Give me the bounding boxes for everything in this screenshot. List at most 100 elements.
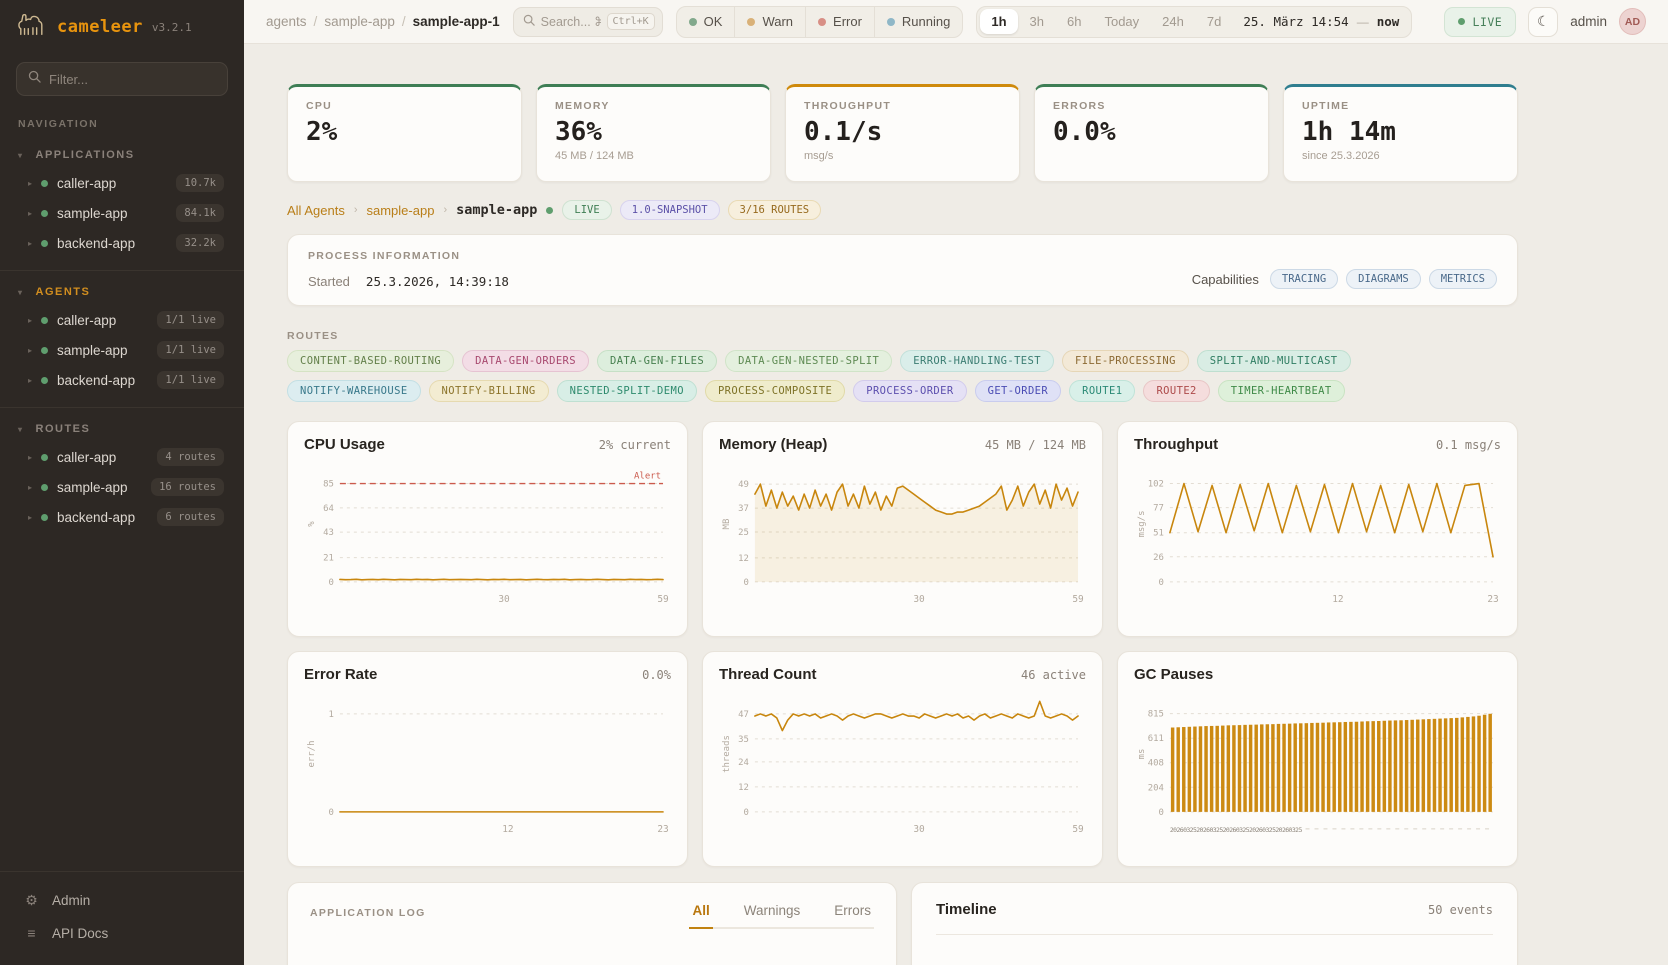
sidebar-filter[interactable] xyxy=(16,62,228,96)
range-button-7d[interactable]: 7d xyxy=(1206,14,1222,29)
sidebar-item-agents-sample-app[interactable]: ▸ sample-app 1/1 live xyxy=(12,335,232,365)
svg-text:59: 59 xyxy=(1072,824,1084,835)
dark-mode-toggle[interactable]: ☾ xyxy=(1528,6,1559,37)
metric-cards-row: CPU 2% MEMORY 36% 45 MB / 124 MB THROUGHPUT 0.… xyxy=(287,84,1518,182)
agent-badge-1-0-snapshot: 1.0-SNAPSHOT xyxy=(619,200,720,220)
sidebar-item-applications-sample-app[interactable]: ▸ sample-app 84.1k xyxy=(12,198,232,228)
chart-plot-cpu-usage: 85 64 43 21 0% Alert 30 59 xyxy=(307,472,669,605)
chevron-right-icon: ▸ xyxy=(28,482,33,492)
agent-badge-3-16-routes: 3/16 ROUTES xyxy=(727,200,822,220)
range-button-today[interactable]: Today xyxy=(1104,14,1140,29)
item-name: backend-app xyxy=(57,509,136,525)
timeline-title: Timeline xyxy=(936,901,997,918)
avatar[interactable]: AD xyxy=(1619,8,1646,35)
status-filter-warn[interactable]: Warn xyxy=(734,6,805,37)
item-badge: 1/1 live xyxy=(157,311,224,329)
search-input[interactable] xyxy=(540,14,601,29)
date-range-picker[interactable]: 25. März 14:54 — now xyxy=(1243,14,1399,29)
chevron-down-icon: ▾ xyxy=(18,150,24,160)
metric-card-throughput: THROUGHPUT 0.1/s msg/s xyxy=(785,84,1020,182)
breadcrumb-agents[interactable]: agents xyxy=(266,14,307,29)
chart-title: GC Pauses xyxy=(1134,666,1214,683)
route-chip-split-and-multicast[interactable]: SPLIT-AND-MULTICAST xyxy=(1196,350,1351,372)
range-button-3h[interactable]: 3h xyxy=(1029,14,1044,29)
route-chip-route1[interactable]: ROUTE1 xyxy=(1069,380,1136,402)
chart-title: Throughput xyxy=(1134,436,1219,453)
route-chip-process-composite[interactable]: PROCESS-COMPOSITE xyxy=(704,380,846,402)
date-from: 25. März 14:54 xyxy=(1243,14,1349,29)
route-chip-notify-warehouse[interactable]: NOTIFY-WAREHOUSE xyxy=(287,380,421,402)
route-chip-nested-split-demo[interactable]: NESTED-SPLIT-DEMO xyxy=(556,380,697,402)
footer-item-api-docs[interactable]: ≡ API Docs xyxy=(16,917,228,949)
gear-icon: ⚙ xyxy=(25,892,38,908)
range-button-6h[interactable]: 6h xyxy=(1067,14,1082,29)
route-chip-notify-billing[interactable]: NOTIFY-BILLING xyxy=(428,380,549,402)
route-chip-file-processing[interactable]: FILE-PROCESSING xyxy=(1061,350,1189,372)
sidebar-item-applications-caller-app[interactable]: ▸ caller-app 10.7k xyxy=(12,168,232,198)
agent-breadcrumb-bar: All Agents › sample-app › sample-app LIV… xyxy=(287,200,1518,220)
chart-plot-error-rate: 1 0 err/h 12 23 xyxy=(307,710,669,835)
metric-card-cpu: CPU 2% xyxy=(287,84,522,182)
route-chip-data-gen-nested-split[interactable]: DATA-GEN-NESTED-SPLIT xyxy=(725,350,893,372)
nav-section-label: NAVIGATION xyxy=(18,118,99,130)
metric-sub: since 25.3.2026 xyxy=(1302,150,1380,162)
range-button-1h[interactable]: 1h xyxy=(980,9,1018,34)
metric-label: MEMORY xyxy=(555,100,610,112)
date-separator: — xyxy=(1356,14,1369,29)
svg-text:64: 64 xyxy=(323,504,334,514)
status-filter-running[interactable]: Running xyxy=(873,6,962,37)
live-dot-icon xyxy=(1457,18,1465,25)
status-filter-ok[interactable]: OK xyxy=(677,7,735,37)
route-chip-data-gen-orders[interactable]: DATA-GEN-ORDERS xyxy=(462,350,589,372)
metric-label: THROUGHPUT xyxy=(804,100,892,112)
route-chip-process-order[interactable]: PROCESS-ORDER xyxy=(853,380,967,402)
item-badge: 1/1 live xyxy=(157,371,224,389)
footer-item-admin[interactable]: ⚙ Admin xyxy=(16,884,228,917)
metric-value: 36% xyxy=(555,117,602,147)
route-chip-error-handling-test[interactable]: ERROR-HANDLING-TEST xyxy=(900,350,1054,372)
sidebar-section-applications: ▾ APPLICATIONS ▸ caller-app 10.7k ▸ sample-app… xyxy=(0,134,244,268)
chevron-right-icon: ▸ xyxy=(28,345,33,355)
log-tab-warnings[interactable]: Warnings xyxy=(743,903,801,918)
route-chip-content-based-routing[interactable]: CONTENT-BASED-ROUTING xyxy=(287,350,455,372)
sidebar-item-routes-sample-app[interactable]: ▸ sample-app 16 routes xyxy=(12,472,232,502)
sidebar-item-agents-backend-app[interactable]: ▸ backend-app 1/1 live xyxy=(12,365,232,395)
svg-text:0: 0 xyxy=(744,578,749,588)
sidebar-item-applications-backend-app[interactable]: ▸ backend-app 32.2k xyxy=(12,228,232,258)
svg-text:MB: MB xyxy=(722,519,732,530)
global-search[interactable]: Ctrl+K xyxy=(512,6,663,37)
section-label: ROUTES xyxy=(35,423,91,435)
chevron-right-icon: ▸ xyxy=(28,178,33,188)
range-button-24h[interactable]: 24h xyxy=(1162,14,1184,29)
status-dot-icon xyxy=(886,17,895,26)
section-header-applications[interactable]: ▾ APPLICATIONS xyxy=(12,142,232,168)
status-filter-label: Warn xyxy=(762,14,794,29)
route-chip-route2[interactable]: ROUTE2 xyxy=(1143,380,1210,402)
route-chip-data-gen-files[interactable]: DATA-GEN-FILES xyxy=(596,350,718,372)
current-agent: sample-app xyxy=(456,202,538,218)
log-tab-errors[interactable]: Errors xyxy=(834,903,871,918)
svg-text:12: 12 xyxy=(738,554,749,564)
agent-app-link[interactable]: sample-app xyxy=(366,202,435,218)
log-tab-all[interactable]: All xyxy=(689,903,713,929)
sidebar-filter-input[interactable] xyxy=(49,71,216,87)
item-badge: 16 routes xyxy=(151,478,224,496)
route-chip-get-order[interactable]: GET-ORDER xyxy=(974,380,1062,402)
sidebar-item-routes-backend-app[interactable]: ▸ backend-app 6 routes xyxy=(12,502,232,532)
route-chip-timer-heartbeat[interactable]: TIMER-HEARTBEAT xyxy=(1217,380,1345,402)
sidebar-item-agents-caller-app[interactable]: ▸ caller-app 1/1 live xyxy=(12,305,232,335)
user-name[interactable]: admin xyxy=(1570,14,1607,29)
capability-badge-tracing: TRACING xyxy=(1269,269,1339,289)
item-name: backend-app xyxy=(57,235,136,251)
section-header-routes[interactable]: ▾ ROUTES xyxy=(12,416,232,442)
chart-plot-thread-count: 47 35 24 12 0 threads 30 59 xyxy=(722,700,1084,835)
range-buttons: 1h 3h 6h Today 24h 7d xyxy=(980,9,1232,34)
all-agents-link[interactable]: All Agents xyxy=(287,202,345,218)
live-toggle[interactable]: LIVE xyxy=(1443,6,1517,37)
status-dot-icon xyxy=(41,316,49,324)
chart-current-value: 2% current xyxy=(598,438,671,452)
status-filter-error[interactable]: Error xyxy=(805,6,874,37)
section-header-agents[interactable]: ▾ AGENTS xyxy=(12,279,232,305)
breadcrumb-sample-app[interactable]: sample-app xyxy=(324,14,395,29)
sidebar-item-routes-caller-app[interactable]: ▸ caller-app 4 routes xyxy=(12,442,232,472)
